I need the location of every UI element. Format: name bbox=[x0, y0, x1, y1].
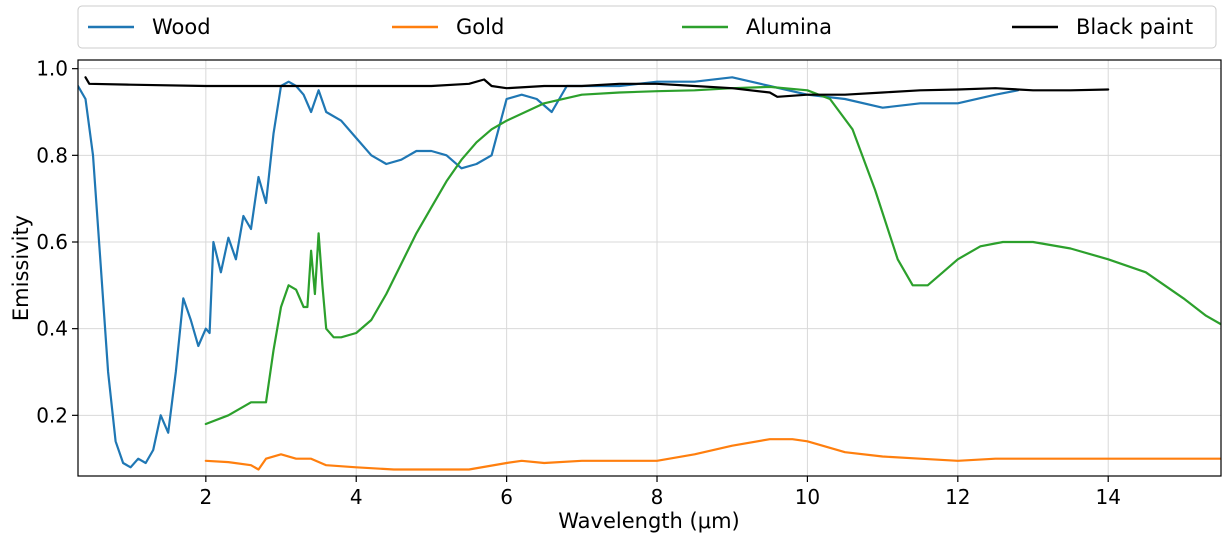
y-tick-label: 0.8 bbox=[36, 143, 68, 167]
series-line-alumina bbox=[204, 85, 1221, 426]
legend-frame bbox=[77, 5, 1217, 49]
y-tick-label: 0.4 bbox=[36, 317, 68, 341]
series-layer bbox=[78, 76, 1221, 471]
x-axis-label: Wavelength (μm) bbox=[558, 509, 739, 533]
x-tick-label: 8 bbox=[651, 485, 664, 509]
grid bbox=[78, 60, 1221, 476]
series-line-black-paint bbox=[84, 76, 1110, 98]
x-tick-label: 2 bbox=[199, 485, 212, 509]
x-tick-label: 14 bbox=[1095, 485, 1120, 509]
series-line-gold bbox=[204, 438, 1221, 471]
plot-frame bbox=[77, 59, 1222, 477]
x-tick-label: 6 bbox=[500, 485, 513, 509]
y-tick-label: 0.6 bbox=[36, 230, 68, 254]
legend-label-gold: Gold bbox=[456, 15, 504, 39]
y-tick-label: 1.0 bbox=[36, 57, 68, 81]
series-line-wood bbox=[78, 76, 1020, 469]
y-axis-label: Emissivity bbox=[9, 215, 33, 321]
y-tick-label: 0.2 bbox=[36, 403, 68, 427]
ticks: 2 4 6 8 10 12 14 0.2 0.4 0.6 0.8 1.0 bbox=[36, 57, 1121, 509]
x-tick-label: 4 bbox=[350, 485, 363, 509]
x-tick-label: 10 bbox=[795, 485, 820, 509]
legend-label-alumina: Alumina bbox=[746, 15, 832, 39]
legend-label-wood: Wood bbox=[152, 15, 211, 39]
legend: Wood Gold Alumina Black paint bbox=[77, 5, 1217, 49]
legend-label-black-paint: Black paint bbox=[1076, 15, 1193, 39]
x-tick-label: 12 bbox=[945, 485, 970, 509]
